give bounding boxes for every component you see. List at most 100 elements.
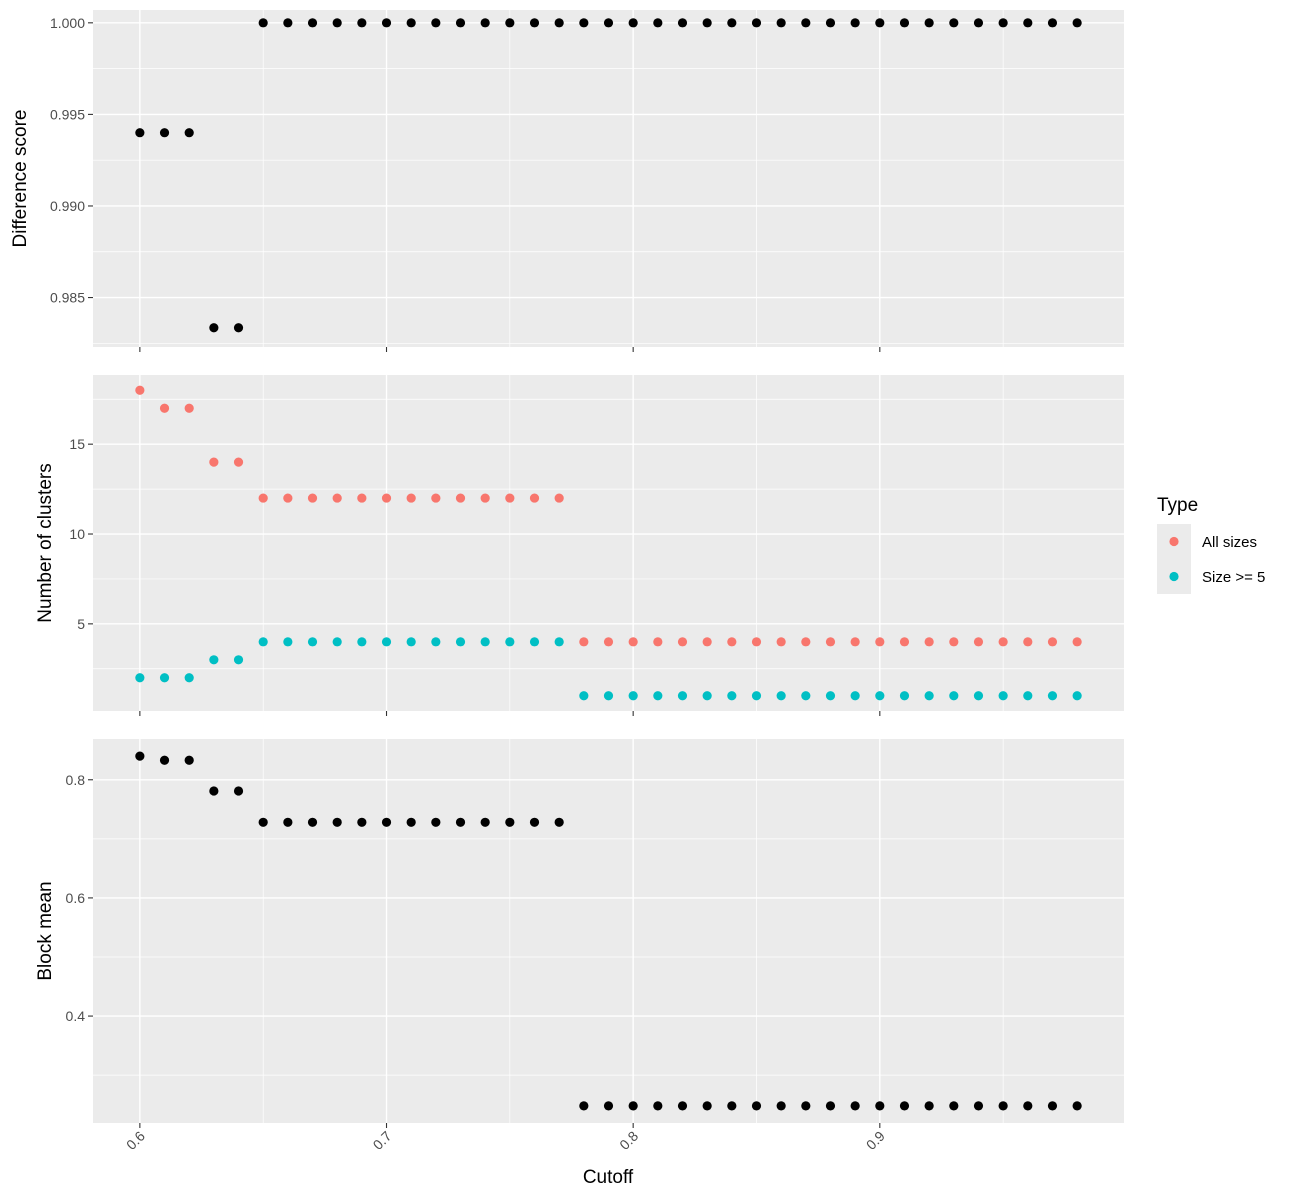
data-point [776,691,786,701]
data-point [357,18,367,28]
y-tick-label: 0.6 [66,890,86,906]
data-point [455,817,466,827]
data-point [406,493,416,503]
data-point [751,1101,762,1111]
y-tick-label: 1.000 [50,15,85,31]
data-point [283,817,293,827]
data-point [628,637,638,647]
data-point [480,18,490,28]
data-point [209,323,219,333]
legend-label: All sizes [1202,534,1257,551]
data-point [875,18,885,28]
data-point [159,673,170,683]
data-point [209,655,219,665]
data-point [801,637,811,647]
legend-entry: All sizes [1157,524,1257,559]
data-point [1047,18,1058,28]
data-point [677,1101,688,1111]
data-point [381,637,392,647]
data-point [899,18,910,28]
data-point [727,637,737,647]
data-point [184,128,194,138]
y-tick-label: 0.8 [66,772,86,788]
data-point [1047,1101,1058,1111]
data-point [1072,1101,1082,1111]
data-point [825,18,836,28]
data-point [1023,1101,1033,1111]
data-point [505,817,515,827]
data-point [184,403,194,413]
data-point [875,691,885,701]
data-point [1047,637,1058,647]
data-point [307,817,318,827]
data-point [529,18,540,28]
y-axis-title: Block mean [35,881,56,980]
data-point [554,18,564,28]
data-point [455,493,466,503]
data-point [135,128,145,138]
data-point [825,691,836,701]
data-point [135,751,145,761]
data-point [603,691,614,701]
data-point [381,493,392,503]
panel-background [93,10,1124,347]
data-point [653,1101,663,1111]
data-point [357,817,367,827]
data-point [776,1101,786,1111]
x-axis-title: Cutoff [583,1167,634,1188]
data-point [825,1101,836,1111]
data-point [850,637,860,647]
chart-panels: 0.985 0.990 0.995 1.000 Difference score 5 10 1… [10,10,1124,1128]
y-axis-title: Difference score [10,110,31,248]
panel-3: 0.4 0.6 0.8 Block mean [35,739,1124,1128]
data-point [850,1101,860,1111]
y-tick-label: 10 [69,526,85,542]
data-point [776,637,786,647]
data-point [702,691,712,701]
data-point [554,817,564,827]
data-point [505,637,515,647]
data-point [603,18,614,28]
legend-entry: Size >= 5 [1157,559,1265,594]
data-point [801,18,811,28]
data-point [628,18,638,28]
data-point [924,691,934,701]
data-point [283,18,293,28]
data-point [233,457,244,467]
data-point [159,403,170,413]
data-point [579,18,589,28]
data-point [751,18,762,28]
data-point [850,691,860,701]
data-point [505,18,515,28]
data-point [973,1101,984,1111]
data-point [899,1101,910,1111]
data-point [603,637,614,647]
data-point [998,1101,1008,1111]
data-point [258,817,268,827]
data-point [480,637,490,647]
data-point [776,18,786,28]
y-tick-label: 5 [77,616,85,632]
x-tick-label: 0.6 [123,1128,148,1153]
legend-marker [1169,571,1179,582]
data-point [209,786,219,796]
data-point [332,493,342,503]
data-point [283,637,293,647]
panel-background [93,375,1124,711]
x-tick-label: 0.7 [370,1128,395,1153]
data-point [431,637,441,647]
data-point [1023,691,1033,701]
data-point [973,691,984,701]
data-point [529,637,540,647]
data-point [727,691,737,701]
data-point [480,493,490,503]
data-point [801,1101,811,1111]
series-1 [135,751,1082,1111]
y-tick-label: 0.995 [50,106,85,122]
y-tick-label: 0.985 [50,290,85,306]
data-point [307,637,318,647]
data-point [702,1101,712,1111]
data-point [381,817,392,827]
data-point [628,691,638,701]
